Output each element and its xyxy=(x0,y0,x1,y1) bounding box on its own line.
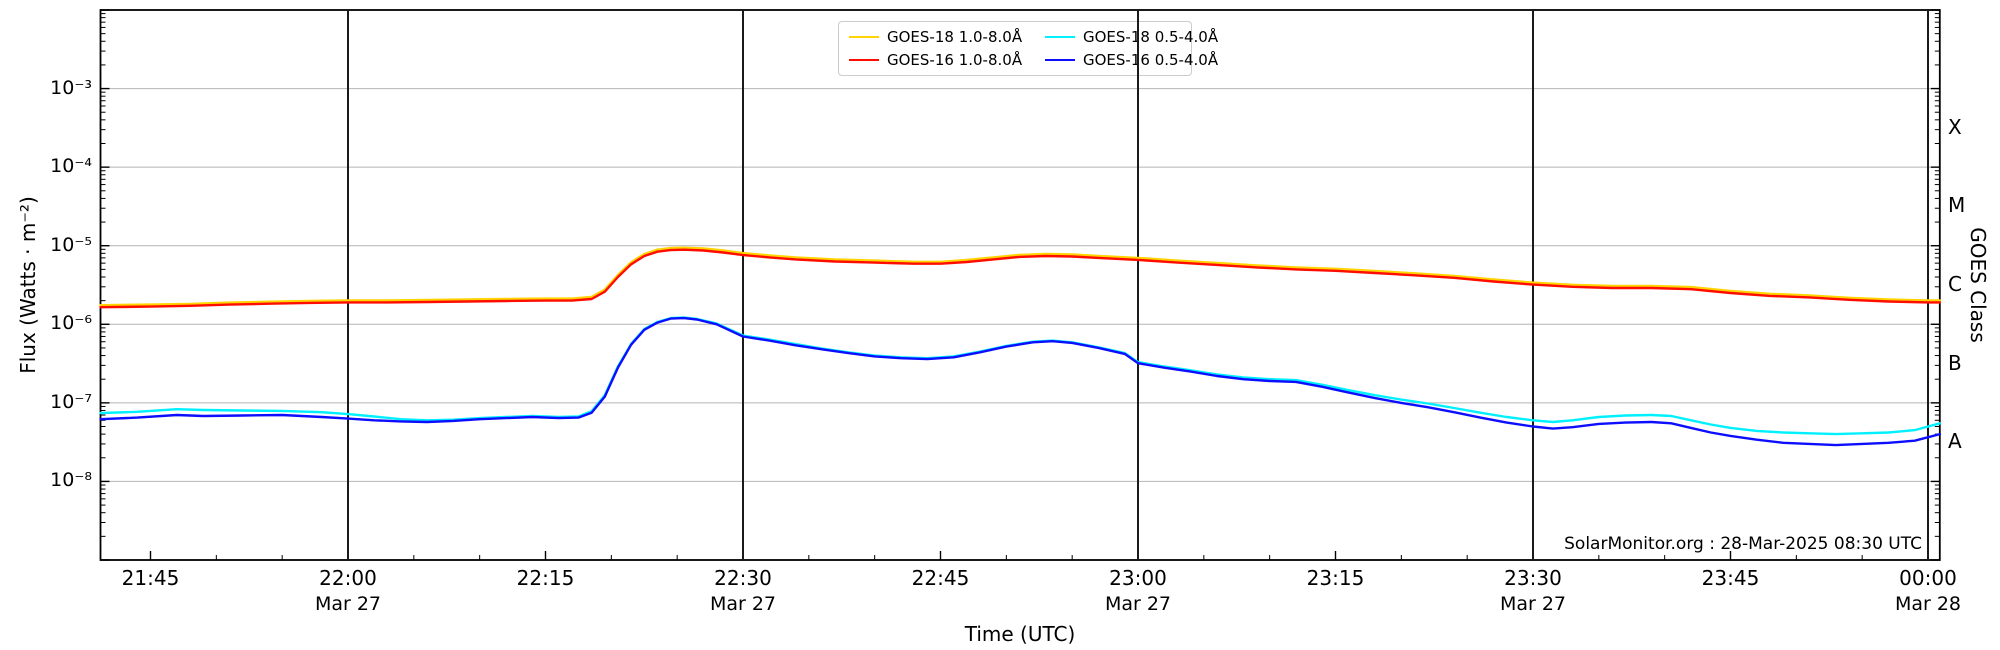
goes-16-1-0-8-0--line xyxy=(99,248,1942,309)
legend-label-goes16-short: GOES-16 0.5-4.0Å xyxy=(1083,51,1219,69)
goes-18-1-0-8-0--line xyxy=(99,246,1942,307)
legend-swatch-goes16-short xyxy=(1045,58,1075,62)
legend: GOES-18 1.0-8.0Å GOES-18 0.5-4.0Å GOES-1… xyxy=(838,21,1218,76)
legend-label-goes18-short: GOES-18 0.5-4.0Å xyxy=(1083,28,1219,46)
halfhour-line xyxy=(1137,10,1139,560)
legend-swatch-goes18-long xyxy=(849,35,879,39)
plot-border xyxy=(99,9,1941,561)
legend-label-goes18-long: GOES-18 1.0-8.0Å xyxy=(887,28,1023,46)
legend-label-goes16-long: GOES-16 1.0-8.0Å xyxy=(887,51,1023,69)
legend-swatch-goes18-short xyxy=(1045,35,1075,39)
goes-16-0-5-4-0--line xyxy=(99,316,1942,447)
x-axis-label-time: Time (UTC) xyxy=(964,622,1076,646)
solarmonitor-watermark: SolarMonitor.org : 28-Mar-2025 08:30 UTC xyxy=(1564,534,1922,554)
legend-swatch-goes16-long xyxy=(849,58,879,62)
legend-item-goes16-short: GOES-16 0.5-4.0Å xyxy=(1045,50,1218,70)
halfhour-line xyxy=(347,10,349,560)
halfhour-line xyxy=(742,10,744,560)
legend-item-goes18-long: GOES-18 1.0-8.0Å xyxy=(849,27,1045,47)
legend-item-goes16-long: GOES-16 1.0-8.0Å xyxy=(849,50,1045,70)
y-axis-label-goes-class: GOES Class xyxy=(1966,227,1990,343)
y-axis-label-flux: Flux (Watts · m⁻²) xyxy=(16,196,40,374)
halfhour-line xyxy=(1927,10,1929,560)
goes-18-0-5-4-0--line xyxy=(99,316,1942,436)
legend-item-goes18-short: GOES-18 0.5-4.0Å xyxy=(1045,27,1218,47)
